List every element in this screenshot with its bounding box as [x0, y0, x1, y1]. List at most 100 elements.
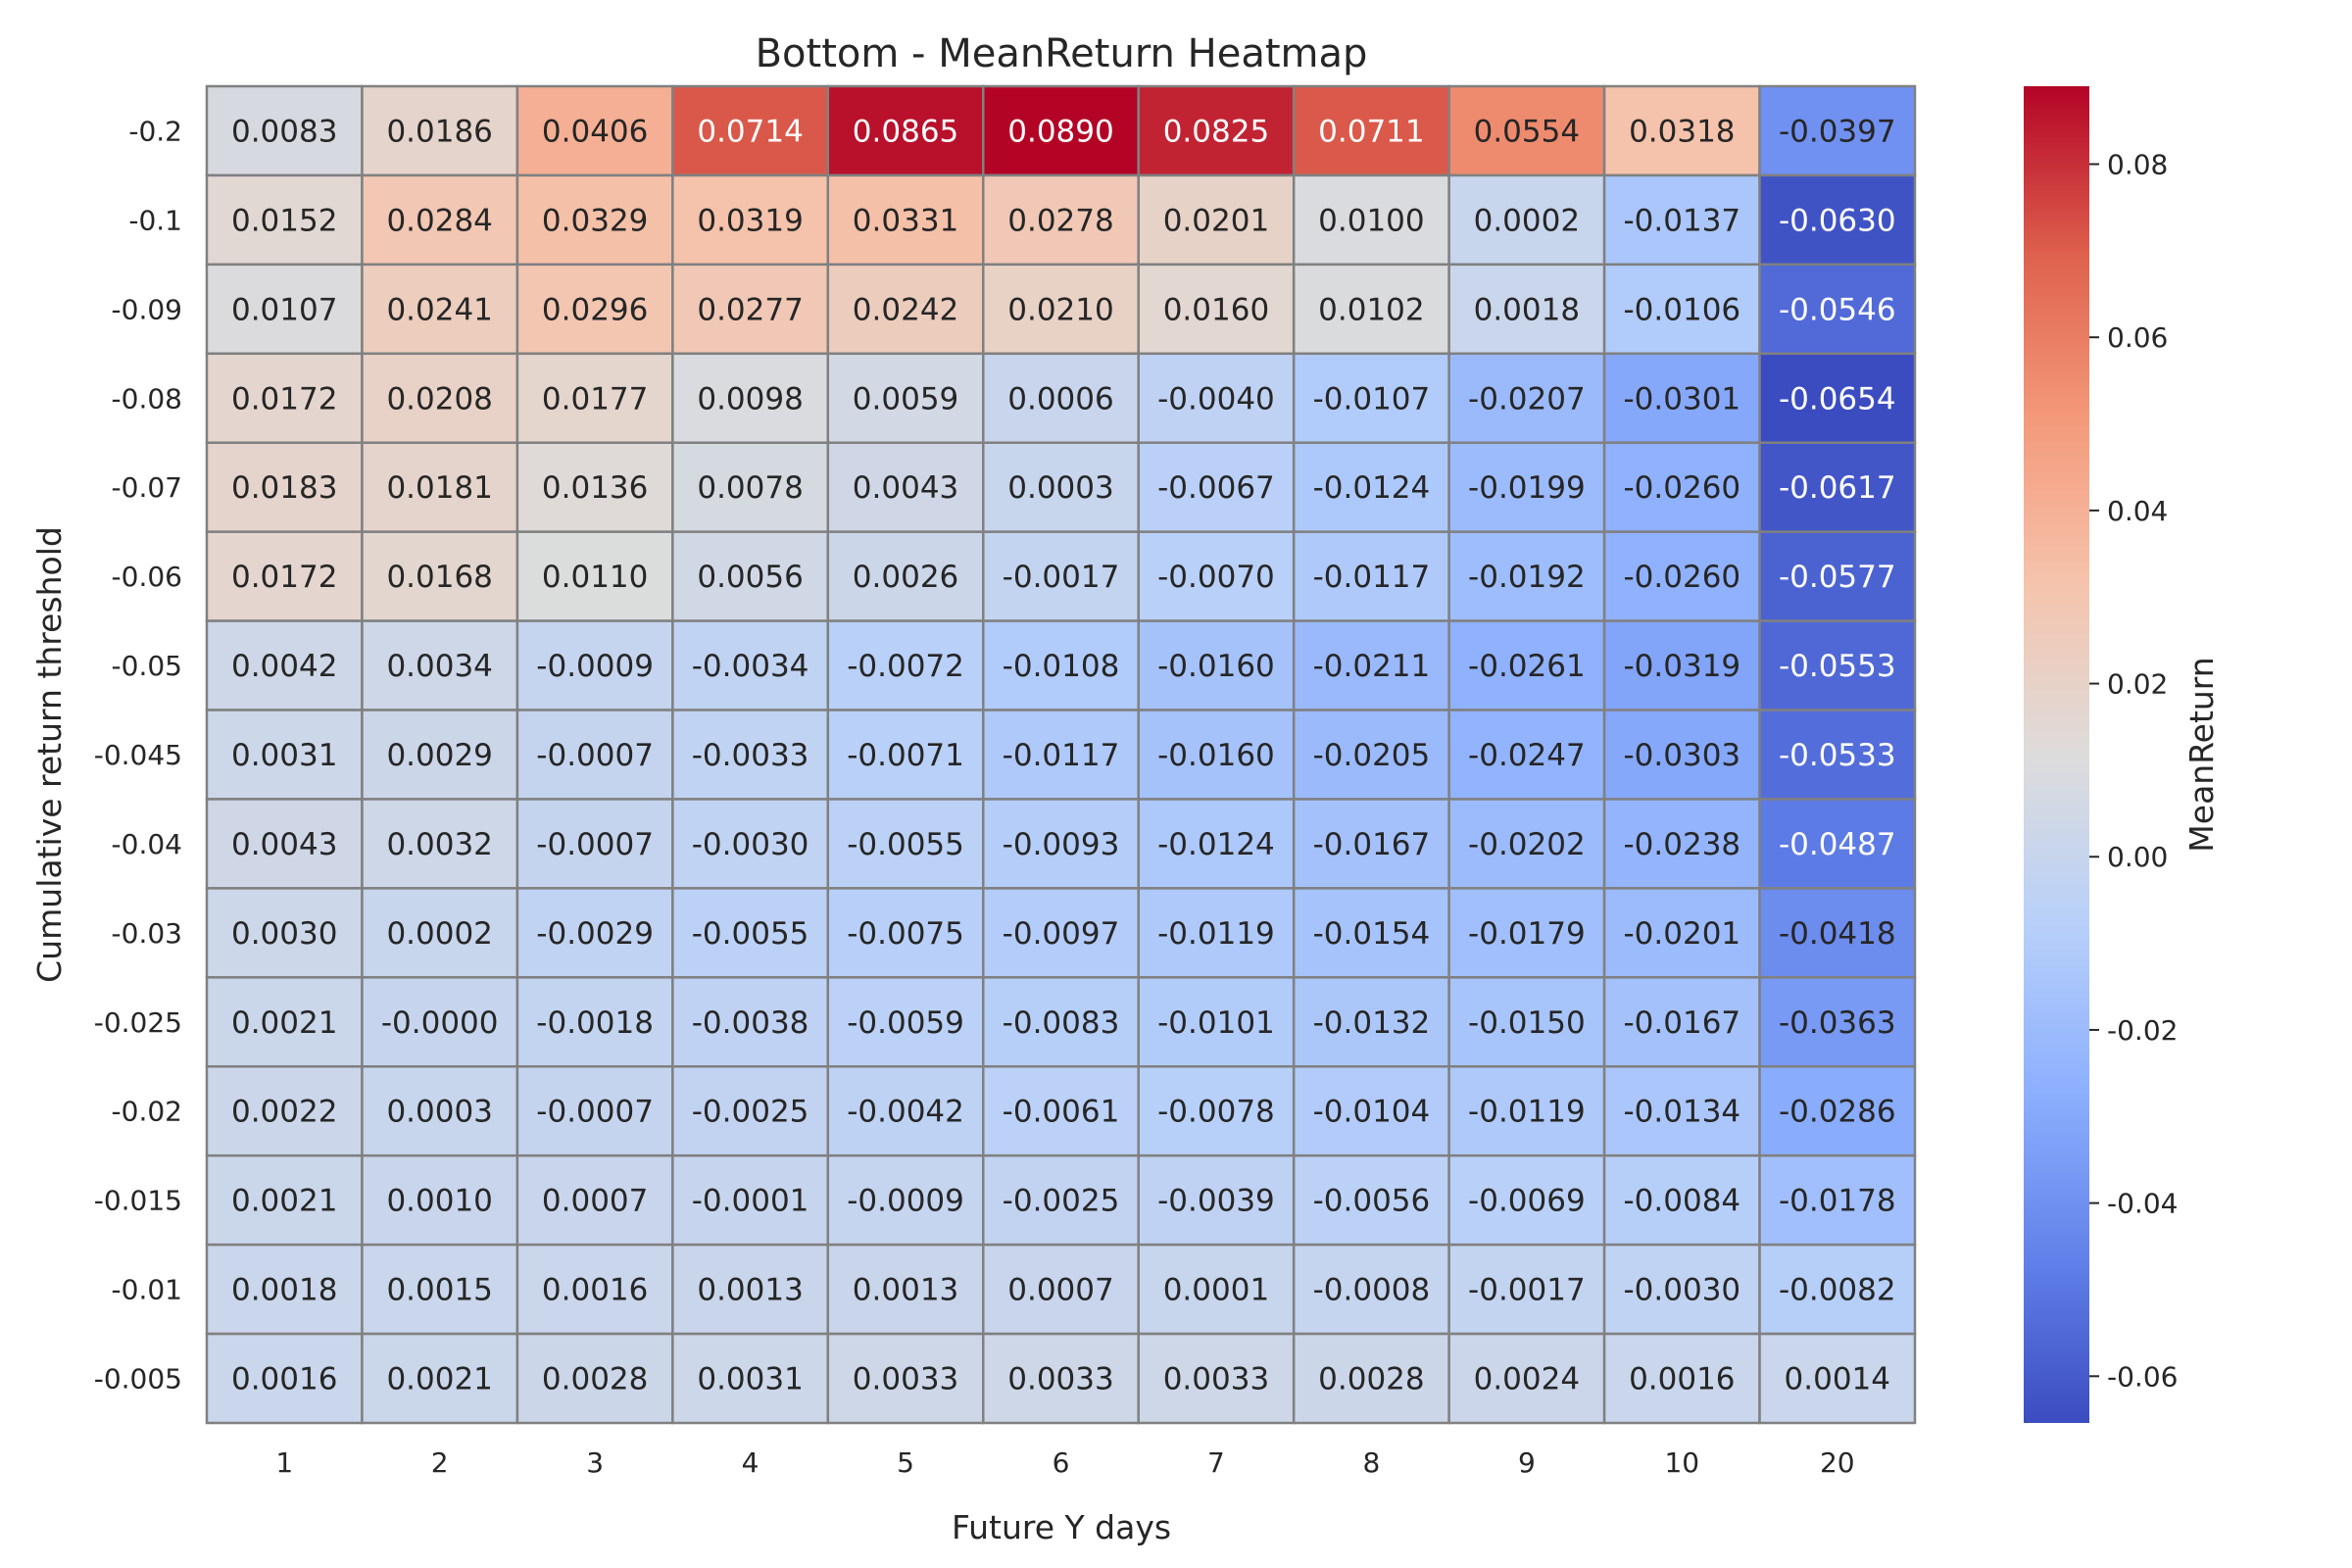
cell-value-label: -0.0034 — [692, 649, 809, 684]
x-tick-labels: 1 2 3 4 5 6 7 8 9 10 20 — [275, 1446, 1854, 1479]
colorbar-tick-label: -0.04 — [2107, 1188, 2178, 1220]
colorbar-tick-label: 0.08 — [2107, 149, 2168, 181]
x-axis-label: Future Y days — [952, 1508, 1171, 1546]
cell-value-label: -0.0029 — [536, 916, 654, 952]
cell-value-label: 0.0177 — [542, 381, 648, 416]
y-tick-label: -0.08 — [112, 382, 182, 415]
heatmap-cell — [826, 887, 985, 979]
cell-value-label: 0.0022 — [231, 1095, 337, 1130]
cell-value-label: -0.0160 — [1157, 738, 1275, 773]
heatmap-cell — [982, 1243, 1140, 1336]
heatmap-cell — [205, 84, 364, 177]
cell-value-label: 0.0136 — [542, 470, 648, 506]
cell-value-label: 0.0021 — [386, 1362, 492, 1397]
cell-value-label: 0.0242 — [853, 292, 958, 327]
cell-value-label: -0.0070 — [1157, 560, 1275, 595]
cell-value-label: 0.0002 — [386, 916, 492, 952]
cell-value-label: 0.0026 — [853, 560, 958, 595]
heatmap-cell — [1602, 709, 1761, 801]
heatmap-cell — [982, 976, 1140, 1068]
heatmap-cell — [515, 619, 674, 711]
heatmap-cell — [1758, 84, 1917, 177]
heatmap-cell — [515, 976, 674, 1068]
y-tick-label: -0.09 — [112, 293, 182, 325]
heatmap-cell — [515, 84, 674, 177]
cell-value-label: -0.0261 — [1468, 649, 1586, 684]
cell-value-label: -0.0124 — [1313, 470, 1431, 506]
heatmap-cell — [1292, 1243, 1450, 1336]
heatmap-cell — [1758, 976, 1917, 1068]
cell-value-label: 0.0024 — [1474, 1362, 1580, 1397]
y-tick-label: -0.1 — [128, 204, 182, 236]
cell-value-label: 0.0406 — [542, 114, 648, 149]
y-tick-label: -0.01 — [112, 1274, 182, 1306]
heatmap-cell — [1602, 1153, 1761, 1247]
cell-value-label: 0.0007 — [1007, 1273, 1113, 1308]
x-tick-label: 4 — [742, 1446, 760, 1479]
cell-value-label: 0.0711 — [1318, 114, 1424, 149]
cell-value-label: -0.0119 — [1157, 916, 1275, 952]
cell-value-label: -0.0061 — [1003, 1095, 1120, 1130]
cell-value-label: -0.0553 — [1779, 649, 1896, 684]
heatmap-cell — [1137, 173, 1296, 267]
cell-value-label: -0.0167 — [1313, 827, 1431, 862]
heatmap-cell — [982, 1065, 1140, 1157]
cell-value-label: -0.0397 — [1779, 114, 1896, 149]
heatmap-cell — [1758, 352, 1917, 444]
heatmap-cell — [1758, 1243, 1917, 1336]
cell-value-label: -0.0107 — [1313, 381, 1431, 416]
cell-value-label: -0.0303 — [1623, 738, 1740, 773]
x-tick-label: 1 — [275, 1446, 293, 1479]
cell-value-label: 0.0318 — [1629, 114, 1735, 149]
cell-value-label: -0.0008 — [1313, 1273, 1431, 1308]
cell-value-label: 0.0043 — [231, 827, 337, 862]
cell-value-label: 0.0010 — [386, 1184, 492, 1219]
heatmap-cell — [205, 1065, 364, 1157]
cell-value-label: 0.0890 — [1007, 114, 1113, 149]
heatmap-cell — [1292, 887, 1450, 979]
heatmap-cell — [1758, 441, 1917, 533]
heatmap-cell — [1602, 798, 1761, 890]
cell-value-label: 0.0554 — [1474, 114, 1580, 149]
cell-value-label: 0.0003 — [386, 1095, 492, 1130]
heatmap-cell — [1137, 1332, 1296, 1425]
cell-value-label: 0.0003 — [1007, 470, 1113, 506]
cell-value-label: -0.0160 — [1157, 649, 1275, 684]
cell-value-label: 0.0033 — [1163, 1362, 1269, 1397]
cell-value-label: -0.0018 — [536, 1005, 654, 1041]
heatmap-cell — [982, 84, 1140, 177]
heatmap-cell — [361, 1065, 519, 1157]
heatmap-cell — [982, 173, 1140, 267]
heatmap-cell — [1447, 798, 1606, 890]
cell-value-label: 0.0296 — [542, 292, 648, 327]
cell-value-label: 0.0152 — [231, 203, 337, 238]
heatmap-cell — [671, 709, 830, 801]
heatmap-cell — [1602, 619, 1761, 711]
heatmap-cell — [1758, 1065, 1917, 1157]
heatmap-cell — [982, 1153, 1140, 1247]
heatmap-cell — [205, 709, 364, 801]
cell-value-label: -0.0238 — [1623, 827, 1740, 862]
cell-value-label: 0.0331 — [853, 203, 958, 238]
cell-value-label: 0.0183 — [231, 470, 337, 506]
heatmap-cell — [1602, 84, 1761, 177]
cell-value-label: 0.0056 — [697, 560, 803, 595]
heatmap-cell — [361, 709, 519, 801]
cell-value-label: 0.0032 — [386, 827, 492, 862]
heatmap-cell — [982, 263, 1140, 356]
cell-value-label: 0.0201 — [1163, 203, 1269, 238]
heatmap-cell — [671, 352, 830, 444]
heatmap-cell — [1137, 709, 1296, 801]
heatmap-cell — [205, 173, 364, 267]
heatmap-cell — [361, 1153, 519, 1247]
cell-value-label: 0.0015 — [386, 1273, 492, 1308]
heatmap-cell — [826, 263, 985, 356]
heatmap-cell — [1758, 709, 1917, 801]
x-tick-label: 9 — [1518, 1446, 1536, 1479]
cell-value-label: -0.0487 — [1779, 827, 1896, 862]
cell-value-label: -0.0617 — [1779, 470, 1896, 506]
cell-value-label: -0.0179 — [1468, 916, 1586, 952]
cell-value-label: -0.0117 — [1313, 560, 1431, 595]
heatmap-cell — [826, 709, 985, 801]
heatmap-cell — [1292, 173, 1450, 267]
